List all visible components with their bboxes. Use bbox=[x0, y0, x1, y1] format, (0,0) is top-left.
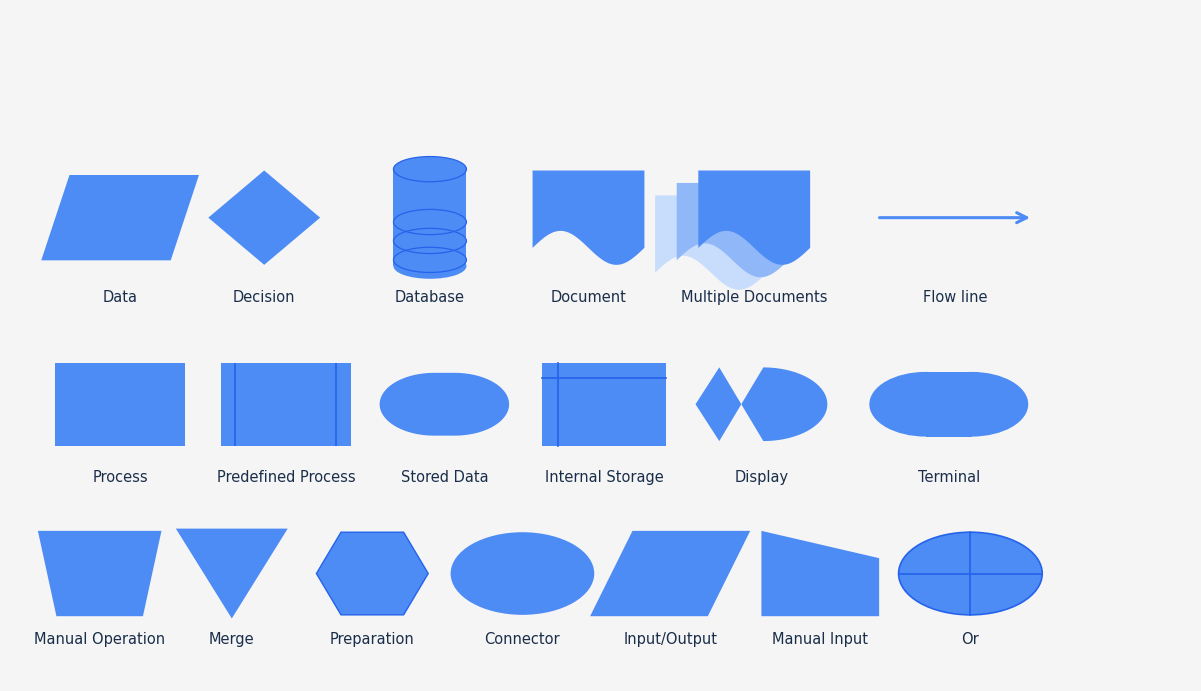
Text: Data: Data bbox=[102, 290, 138, 305]
Ellipse shape bbox=[394, 254, 466, 278]
Polygon shape bbox=[175, 529, 288, 618]
Ellipse shape bbox=[394, 157, 466, 182]
FancyBboxPatch shape bbox=[926, 372, 972, 437]
Circle shape bbox=[870, 372, 981, 437]
Text: Manual Input: Manual Input bbox=[772, 632, 868, 647]
Bar bbox=[55, 363, 185, 446]
Text: Display: Display bbox=[734, 470, 789, 485]
Bar bbox=[543, 363, 665, 446]
Text: Internal Storage: Internal Storage bbox=[545, 470, 663, 485]
Polygon shape bbox=[695, 368, 827, 441]
Polygon shape bbox=[590, 531, 751, 616]
Polygon shape bbox=[208, 171, 321, 265]
Polygon shape bbox=[655, 196, 767, 290]
Polygon shape bbox=[676, 183, 789, 277]
Text: Manual Operation: Manual Operation bbox=[34, 632, 166, 647]
Bar bbox=[221, 363, 351, 446]
Circle shape bbox=[450, 532, 594, 615]
Text: Document: Document bbox=[550, 290, 627, 305]
Circle shape bbox=[898, 532, 1042, 615]
Text: Connector: Connector bbox=[485, 632, 560, 647]
Text: Preparation: Preparation bbox=[330, 632, 414, 647]
Text: Flow line: Flow line bbox=[922, 290, 987, 305]
Text: Stored Data: Stored Data bbox=[401, 470, 488, 485]
Text: Terminal: Terminal bbox=[918, 470, 980, 485]
Bar bbox=[394, 169, 466, 266]
Text: Multiple Documents: Multiple Documents bbox=[681, 290, 827, 305]
Circle shape bbox=[916, 372, 1028, 437]
Text: Database: Database bbox=[395, 290, 465, 305]
Text: Input/Output: Input/Output bbox=[623, 632, 717, 647]
Polygon shape bbox=[316, 532, 429, 615]
Text: Decision: Decision bbox=[233, 290, 295, 305]
Polygon shape bbox=[698, 171, 811, 265]
Polygon shape bbox=[761, 531, 879, 616]
Polygon shape bbox=[41, 175, 199, 261]
Text: Merge: Merge bbox=[209, 632, 255, 647]
Text: Or: Or bbox=[962, 632, 979, 647]
Polygon shape bbox=[38, 531, 161, 616]
Polygon shape bbox=[532, 171, 645, 265]
Text: Predefined Process: Predefined Process bbox=[216, 470, 355, 485]
Text: Process: Process bbox=[92, 470, 148, 485]
Polygon shape bbox=[380, 373, 509, 435]
